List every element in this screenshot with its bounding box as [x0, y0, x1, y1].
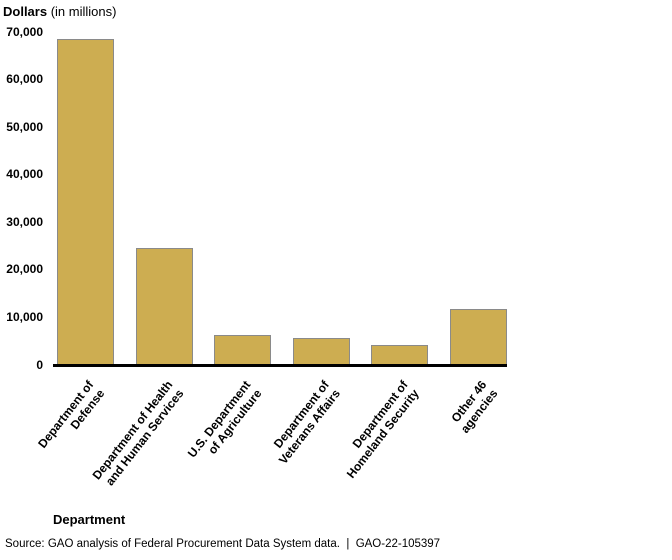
x-category-label-department-of-homeland-security: Department of Homeland Security [333, 378, 422, 481]
chart-title-units: (in millions) [47, 4, 117, 19]
source-note: Source: GAO analysis of Federal Procurem… [5, 538, 441, 550]
y-tick-label-10000: 10,000 [6, 309, 43, 324]
chart-title-bold: Dollars [3, 4, 48, 19]
bar-department-of-veterans-affairs [292, 337, 350, 365]
bar-u-s-department-of-agriculture [214, 334, 271, 365]
y-tick-label-20000: 20,000 [6, 262, 43, 277]
x-category-label-u-s-department-of-agriculture: U.S. Department of Agriculture [185, 378, 265, 469]
x-category-label-other-46-agencies: Other 46 agencies [446, 378, 500, 436]
chart-title: Dollars (in millions) [3, 4, 116, 19]
y-tick-label-70000: 70,000 [6, 24, 43, 39]
bar-department-of-health-and-human-services [135, 247, 193, 365]
x-axis-title: Department [53, 512, 126, 527]
y-tick-label-0: 0 [36, 357, 43, 372]
bar-department-of-homeland-security [371, 345, 428, 365]
x-axis-line [53, 364, 507, 367]
y-tick-label-30000: 30,000 [6, 214, 43, 229]
bar-other-46-agencies [449, 308, 507, 365]
y-tick-label-40000: 40,000 [6, 167, 43, 182]
x-category-label-line: and Human Services [102, 386, 187, 489]
x-category-label-department-of-defense: Department of Defense [35, 378, 107, 459]
y-tick-label-50000: 50,000 [6, 119, 43, 134]
bar-department-of-defense [57, 39, 114, 365]
y-tick-label-60000: 60,000 [6, 72, 43, 87]
x-category-label-department-of-veterans-affairs: Department of Veterans Affairs [265, 378, 343, 467]
